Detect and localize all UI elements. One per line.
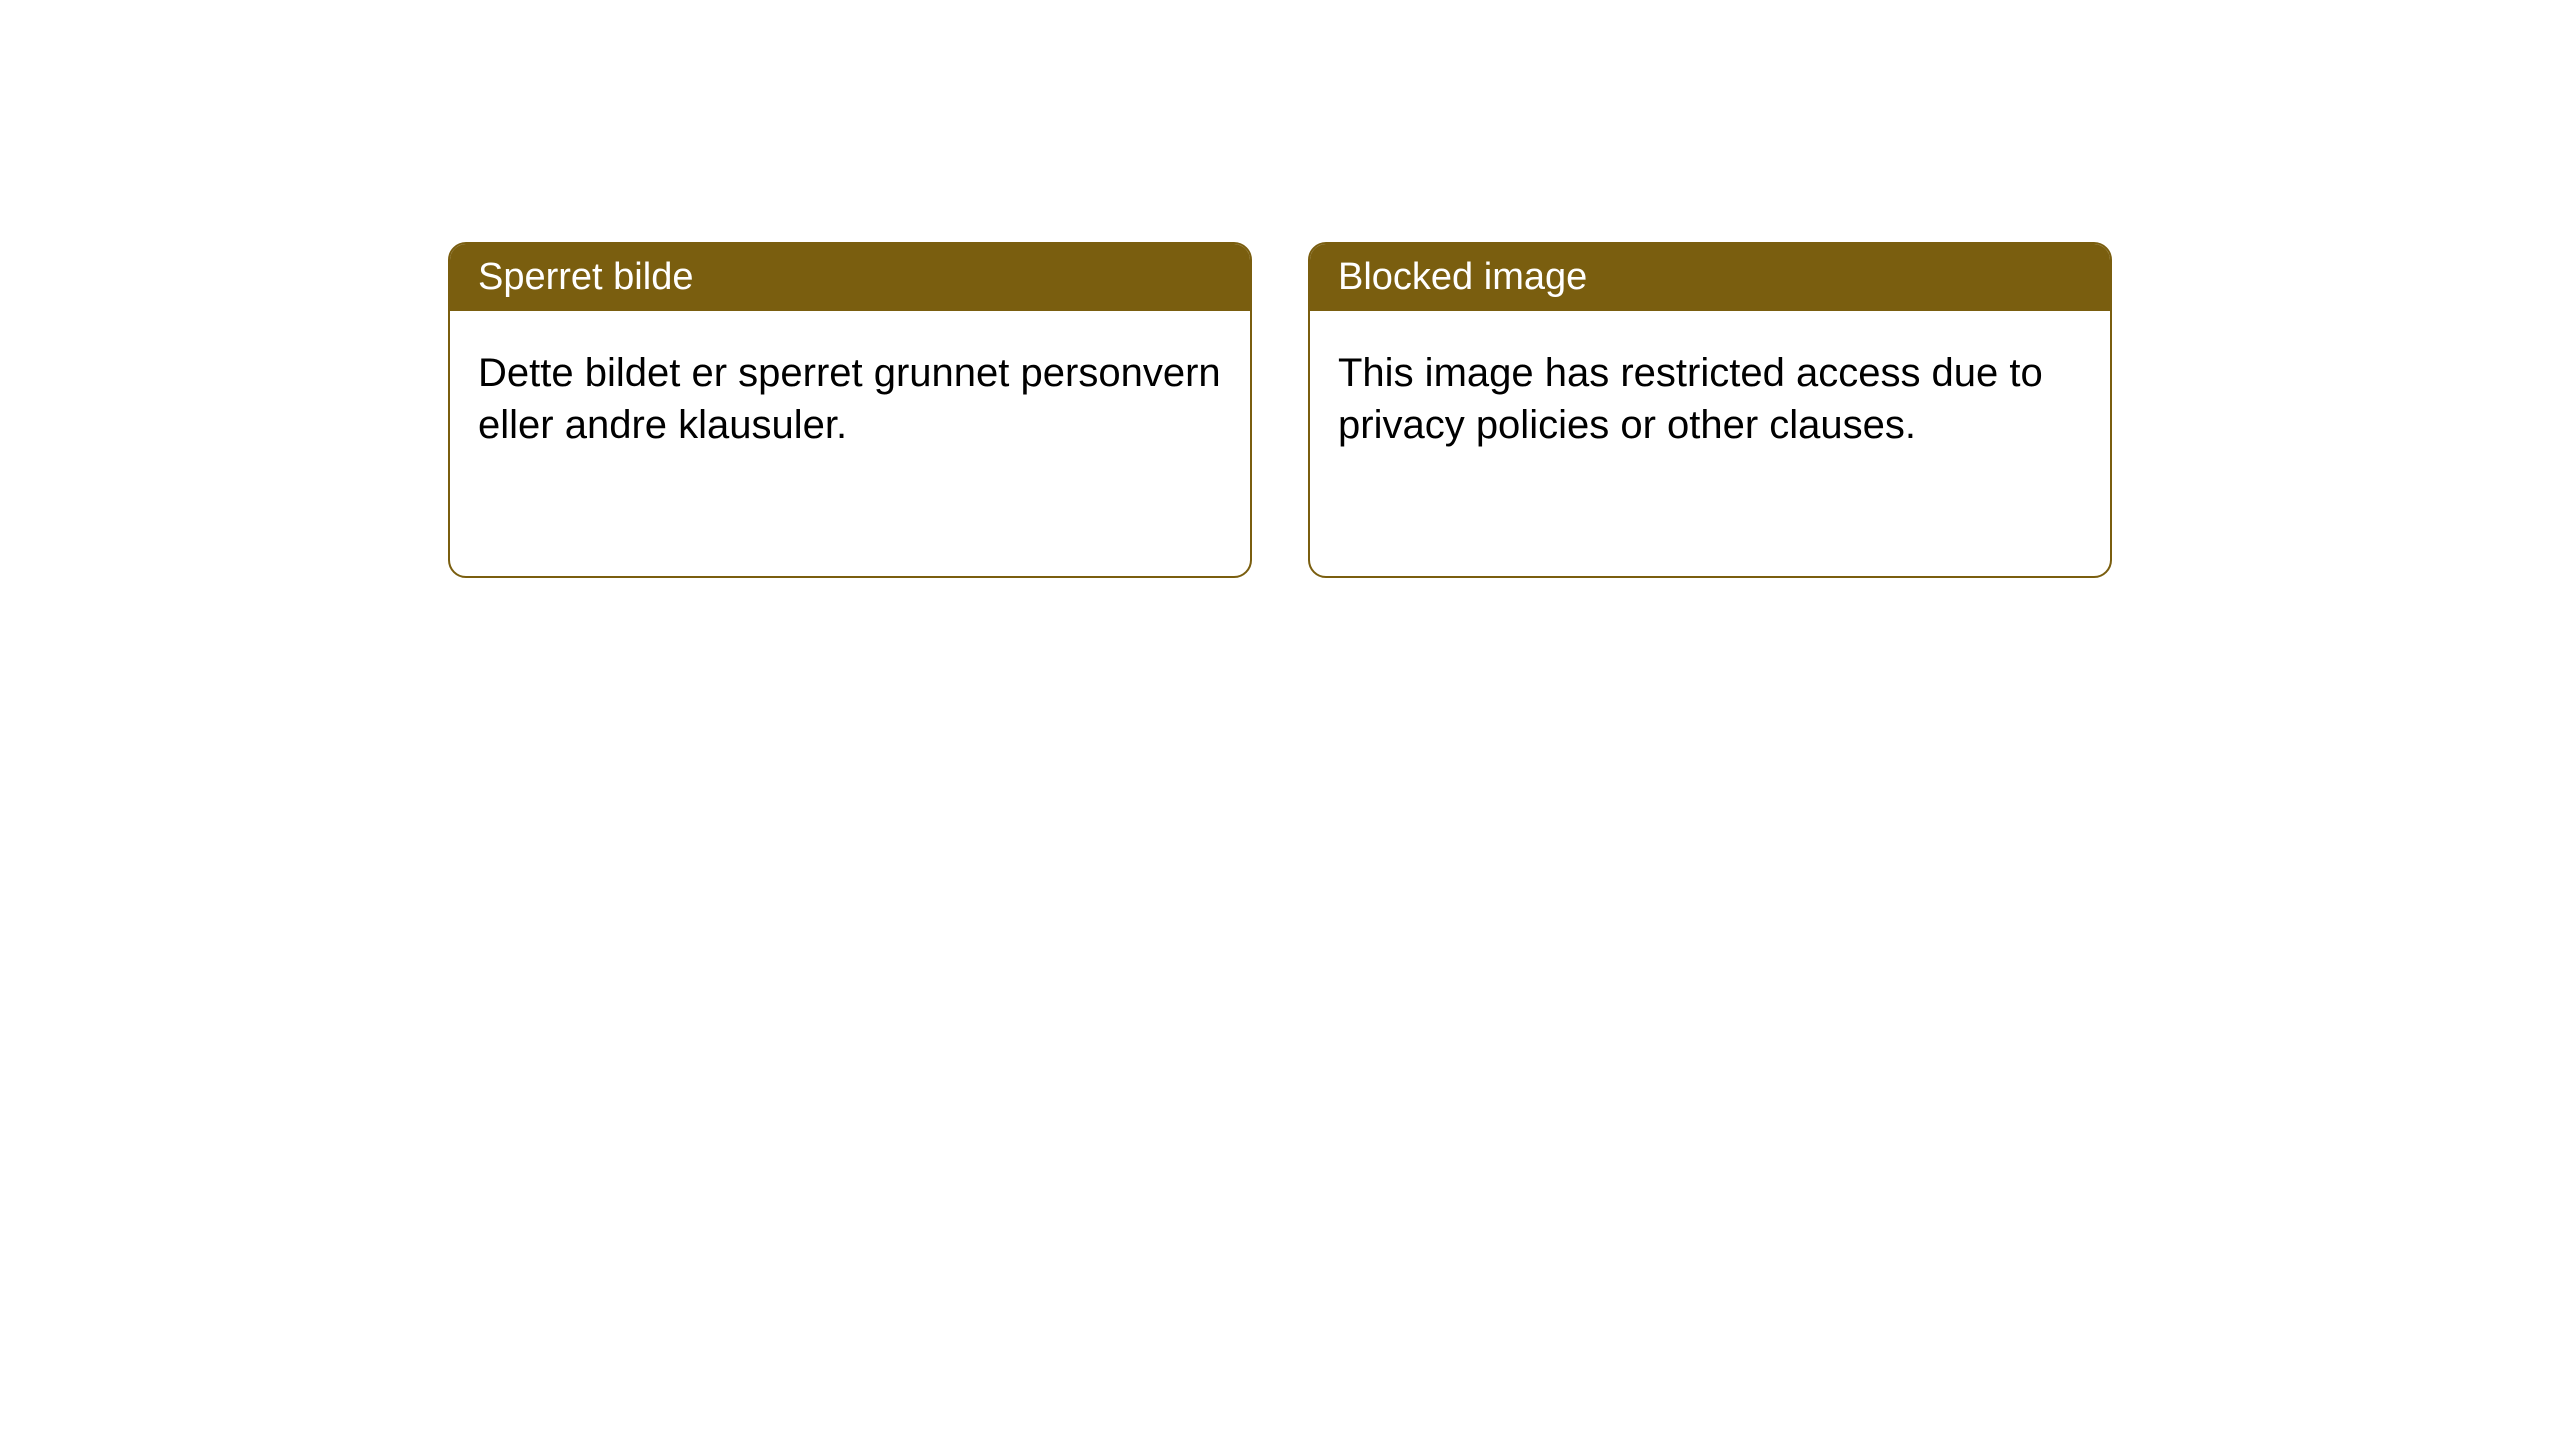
card-container: Sperret bilde Dette bildet er sperret gr… — [0, 0, 2560, 578]
blocked-image-card-no: Sperret bilde Dette bildet er sperret gr… — [448, 242, 1252, 578]
card-header-en: Blocked image — [1310, 244, 2110, 311]
card-header-no: Sperret bilde — [450, 244, 1250, 311]
card-body-en: This image has restricted access due to … — [1310, 311, 2110, 487]
card-title-no: Sperret bilde — [478, 256, 693, 298]
card-title-en: Blocked image — [1338, 256, 1587, 298]
blocked-image-card-en: Blocked image This image has restricted … — [1308, 242, 2112, 578]
card-body-no: Dette bildet er sperret grunnet personve… — [450, 311, 1250, 487]
card-text-no: Dette bildet er sperret grunnet personve… — [478, 351, 1221, 447]
card-text-en: This image has restricted access due to … — [1338, 351, 2043, 447]
